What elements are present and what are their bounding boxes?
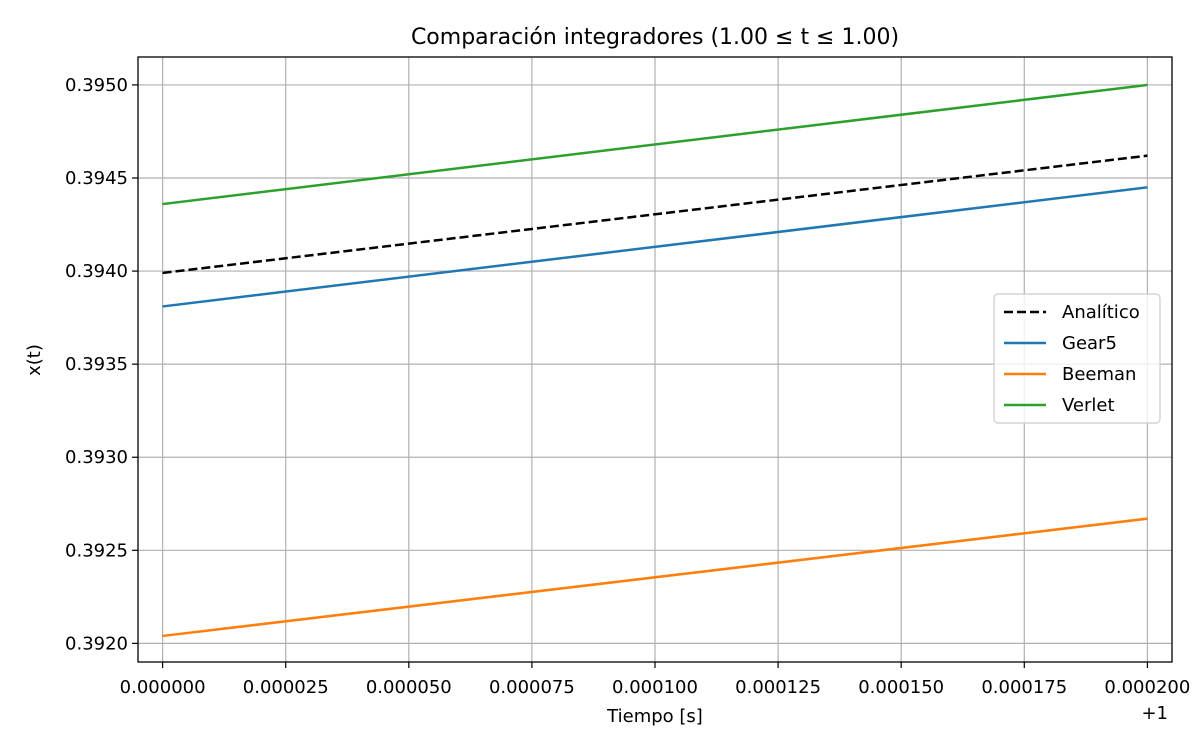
- y-tick-label: 0.3930: [65, 447, 128, 468]
- legend-label: Beeman: [1062, 364, 1136, 385]
- legend: Analítico Gear5 Beeman Verlet: [993, 293, 1161, 424]
- x-tick-label: 0.000025: [243, 677, 329, 698]
- series-line: [162, 186, 1148, 308]
- x-tick-label: 0.000075: [489, 677, 575, 698]
- y-tick-label: 0.3925: [65, 540, 128, 561]
- series-lines: [162, 83, 1148, 638]
- y-tick-label: 0.3945: [65, 168, 128, 189]
- y-tick-label: 0.3940: [65, 261, 128, 282]
- y-tick-label: 0.3935: [65, 354, 128, 375]
- y-tick-label: 0.3950: [65, 75, 128, 96]
- chart-title: Comparación integradores (1.00 ≤ t ≤ 1.0…: [411, 25, 899, 50]
- x-tick-label: 0.000200: [1104, 677, 1190, 698]
- y-axis: 0.3920 0.3925 0.3930 0.3935 0.3940 0.3945 0.39…: [65, 75, 138, 654]
- x-axis-title: Tiempo [s]: [606, 706, 703, 727]
- x-tick-label: 0.000175: [981, 677, 1067, 698]
- x-tick-label: 0.000000: [120, 677, 206, 698]
- x-tick-label: 0.000150: [858, 677, 944, 698]
- y-tick-label: 0.3920: [65, 633, 128, 654]
- legend-label: Gear5: [1062, 333, 1117, 354]
- x-tick-label: 0.000100: [612, 677, 698, 698]
- legend-box: [993, 293, 1161, 424]
- legend-label: Verlet: [1062, 395, 1115, 416]
- series-line: [162, 154, 1148, 275]
- legend-label: Analítico: [1062, 302, 1140, 323]
- series-line: [162, 517, 1148, 638]
- series-line: [162, 83, 1148, 206]
- y-axis-title: x(t): [24, 344, 45, 376]
- x-tick-label: 0.000125: [735, 677, 821, 698]
- x-tick-label: 0.000050: [366, 677, 452, 698]
- x-axis: 0.000000 0.000025 0.000050 0.000075 0.000100…: [120, 662, 1190, 698]
- x-offset-label: +1: [1141, 703, 1168, 724]
